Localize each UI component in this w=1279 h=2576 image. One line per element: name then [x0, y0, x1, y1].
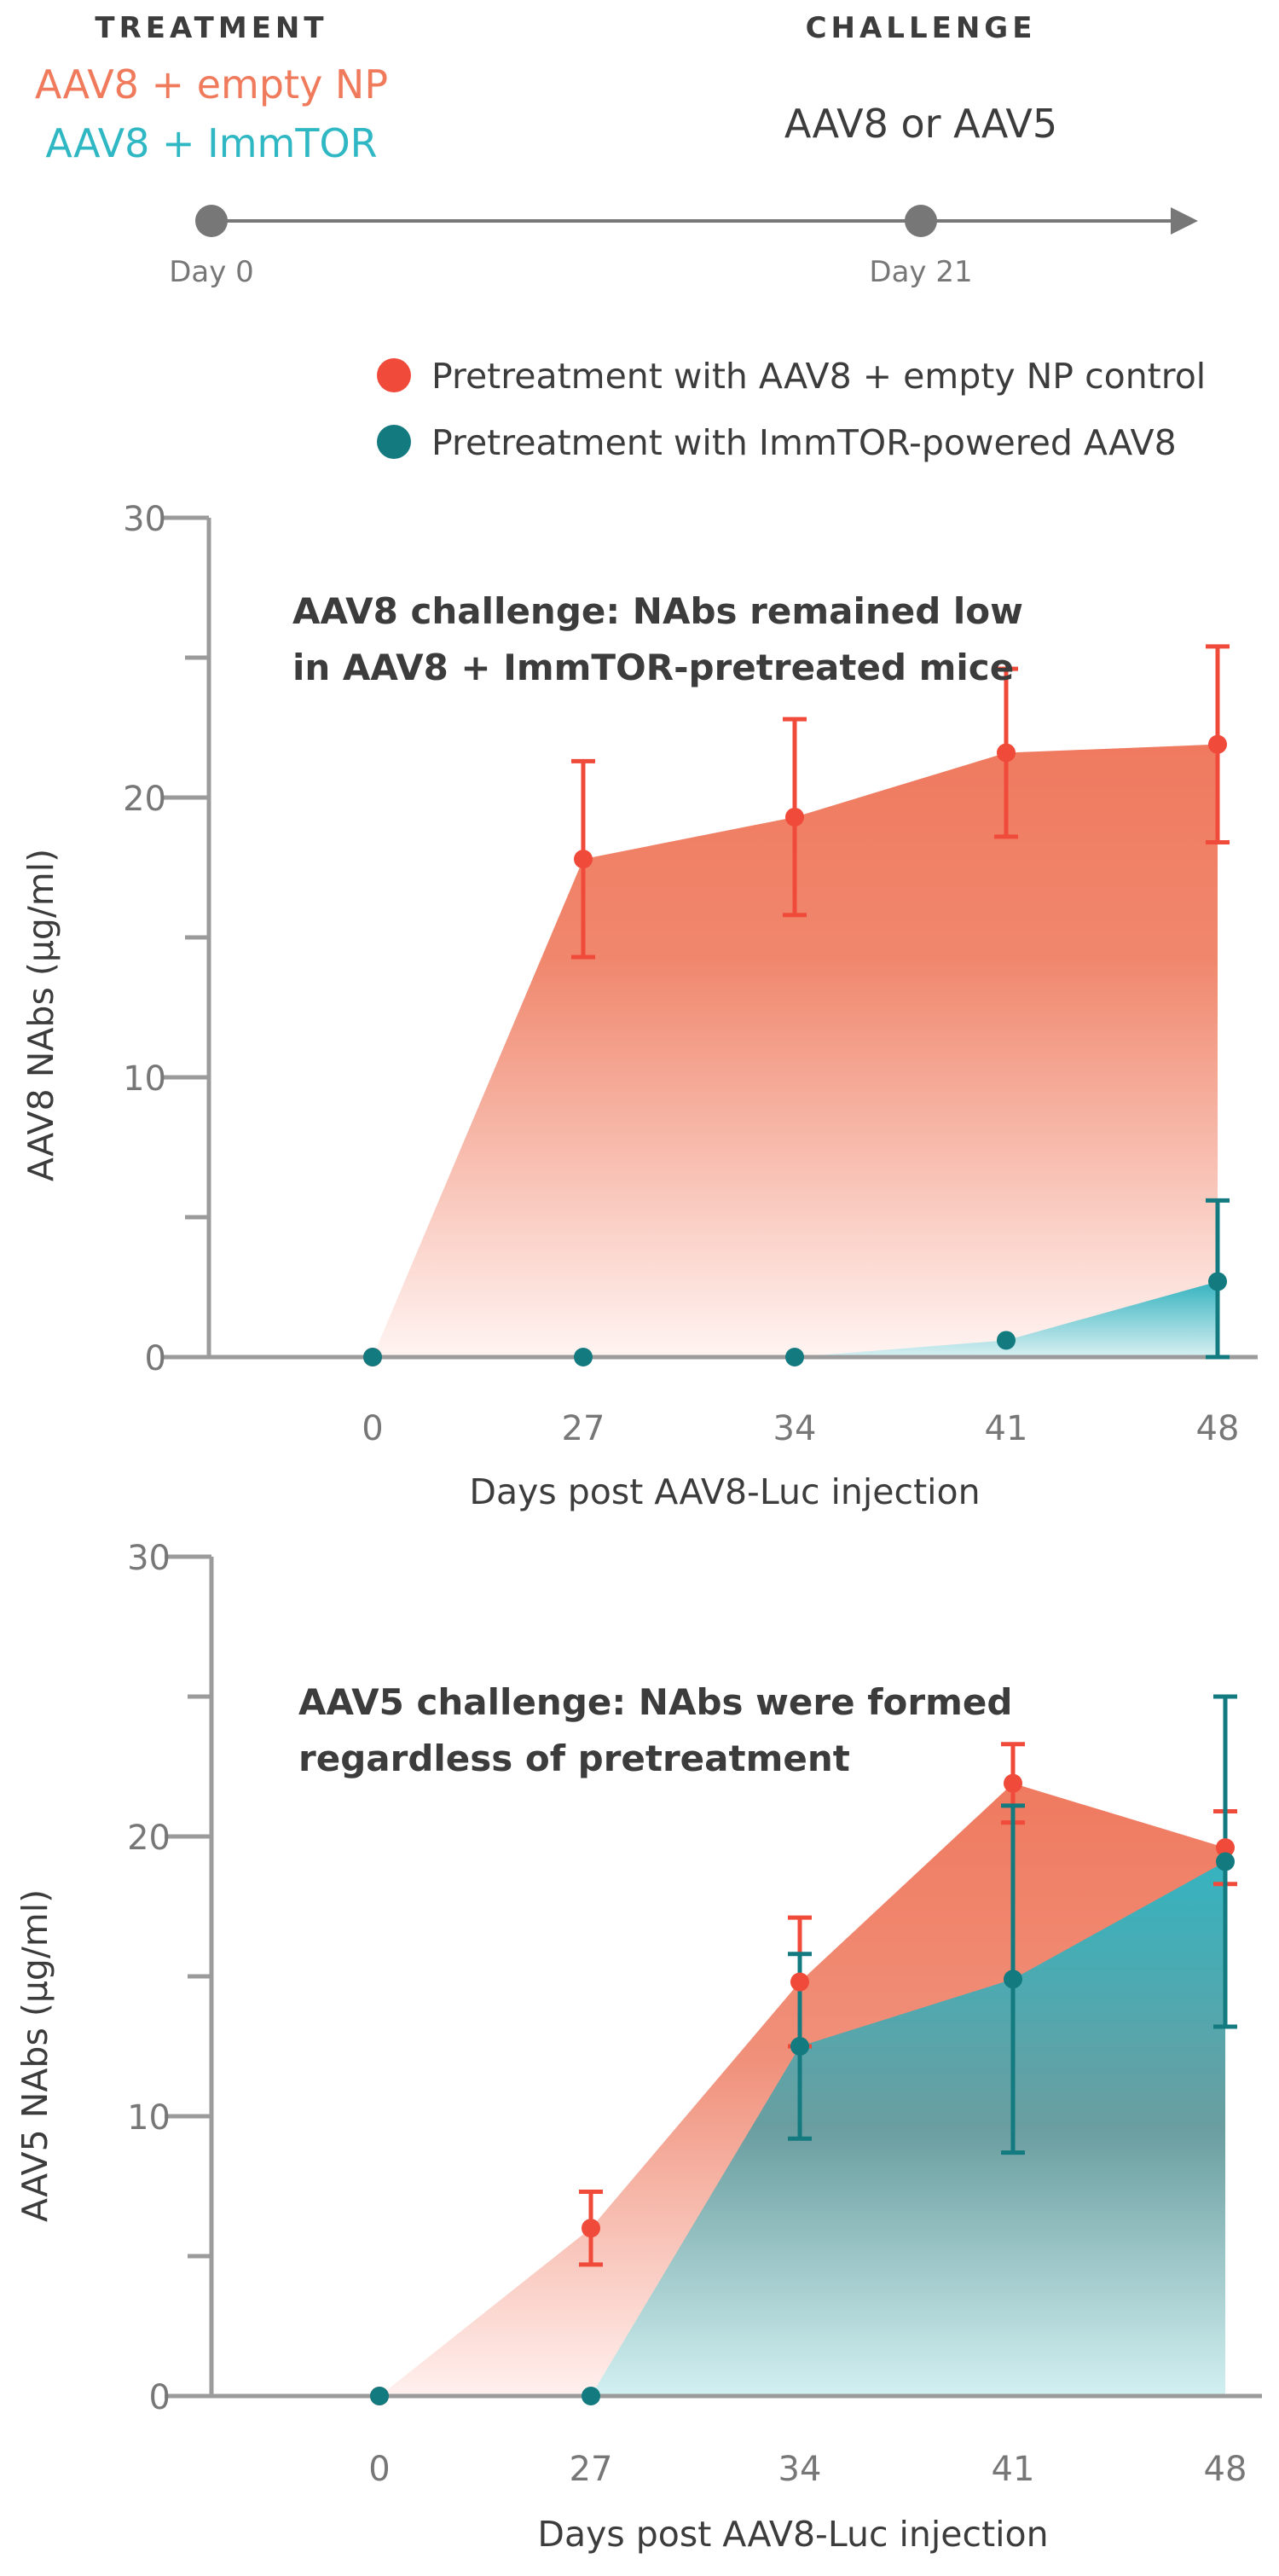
- challenge-heading: CHALLENGE: [806, 11, 1037, 45]
- chart-aav5-title-line-1: AAV5 challenge: NAbs were formed: [298, 1681, 1012, 1723]
- x-tick-label: 0: [368, 2450, 390, 2489]
- y-tick-label: 30: [127, 1539, 171, 1578]
- x-tick-label: 0: [362, 1409, 383, 1448]
- data-point-teal: [785, 1348, 804, 1366]
- y-tick-label: 20: [123, 780, 166, 819]
- treatment-line-2: AAV8 + ImmTOR: [45, 120, 377, 166]
- x-axis-label-aav8: Days post AAV8-Luc injection: [469, 1471, 980, 1512]
- y-tick-label: 20: [127, 1819, 171, 1858]
- data-point-teal: [363, 1348, 382, 1366]
- data-point-red: [790, 1972, 809, 1992]
- data-point-red: [1208, 734, 1227, 754]
- data-point-teal: [790, 2037, 809, 2056]
- chart-aav8: 0 10 20 30 0 27 34 41 48 AAV8 challenge: NAbs r…: [20, 500, 1258, 1512]
- timeline-arrowhead: [1171, 207, 1198, 235]
- y-tick-label: 0: [149, 2378, 171, 2417]
- data-point-teal: [1004, 1970, 1022, 1989]
- data-point-red: [1216, 1838, 1235, 1858]
- day0-label: Day 0: [169, 255, 254, 289]
- x-axis-label-aav5: Days post AAV8-Luc injection: [537, 2514, 1048, 2555]
- treatment-heading: TREATMENT: [95, 11, 327, 45]
- chart-aav5-areas: [379, 1783, 1225, 2396]
- data-point-red: [1004, 1773, 1022, 1793]
- data-point-teal: [582, 2387, 600, 2405]
- y-ticks-aav8: 0 10 20 30: [123, 500, 209, 1378]
- timeline: TREATMENT AAV8 + empty NP AAV8 + ImmTOR …: [35, 11, 1198, 289]
- data-point-teal: [1216, 1852, 1235, 1871]
- x-tick-label: 27: [570, 2450, 613, 2489]
- timeline-dot-day21: [905, 205, 937, 237]
- x-ticks-aav8: 0 27 34 41 48: [362, 1409, 1239, 1448]
- data-point-red: [574, 850, 593, 869]
- x-tick-label: 48: [1196, 1409, 1240, 1448]
- area-teal-aav8: [373, 1281, 1218, 1357]
- y-axis-label-aav8: AAV8 NAbs (µg/ml): [20, 849, 61, 1181]
- chart-aav5-axes: 0 10 20 30 0 27 34 41 48: [127, 1539, 1262, 2489]
- x-tick-label: 27: [562, 1409, 605, 1448]
- data-point-teal: [574, 1348, 593, 1366]
- data-point-red: [997, 743, 1016, 763]
- chart-aav8-marks: [363, 644, 1230, 1366]
- y-tick-label: 30: [123, 500, 166, 539]
- x-tick-label: 34: [773, 1409, 817, 1448]
- chart-aav8-title-line-1: AAV8 challenge: NAbs remained low: [292, 590, 1023, 632]
- data-point-teal: [997, 1331, 1016, 1350]
- legend-label-red: Pretreatment with AAV8 + empty NP contro…: [431, 356, 1206, 397]
- chart-aav8-title-line-2: in AAV8 + ImmTOR-pretreated mice: [292, 647, 1014, 688]
- data-point-teal: [370, 2387, 389, 2405]
- challenge-text: AAV8 or AAV5: [784, 101, 1057, 147]
- chart-aav5-marks: [370, 1694, 1237, 2405]
- day21-label: Day 21: [869, 255, 972, 289]
- legend-marker-teal: [377, 425, 411, 459]
- data-point-red: [582, 2219, 600, 2238]
- x-tick-label: 41: [985, 1409, 1028, 1448]
- x-ticks-aav5: 0 27 34 41 48: [368, 2450, 1247, 2489]
- data-point-teal: [1208, 1272, 1227, 1291]
- treatment-line-1: AAV8 + empty NP: [35, 61, 388, 107]
- x-tick-label: 41: [992, 2450, 1035, 2489]
- y-tick-label: 0: [145, 1339, 166, 1378]
- data-point-red: [785, 807, 804, 827]
- chart-aav5: 0 10 20 30 0 27 34 41 48 AAV5 challenge: NAbs w…: [14, 1539, 1262, 2555]
- chart-aav8-axes: 0 10 20 30 0 27 34 41 48: [123, 500, 1258, 1448]
- y-axis-label-aav5: AAV5 NAbs (µg/ml): [14, 1889, 55, 2222]
- chart-aav5-title-line-2: regardless of pretreatment: [298, 1738, 850, 1779]
- y-tick-label: 10: [127, 2098, 171, 2138]
- x-tick-label: 48: [1204, 2450, 1247, 2489]
- x-tick-label: 34: [778, 2450, 822, 2489]
- y-tick-label: 10: [123, 1059, 166, 1099]
- legend-label-teal: Pretreatment with ImmTOR-powered AAV8: [431, 422, 1177, 463]
- legend-marker-red: [377, 358, 411, 392]
- timeline-dot-day0: [195, 205, 228, 237]
- y-ticks-aav5: 0 10 20 30: [127, 1539, 211, 2417]
- legend: Pretreatment with AAV8 + empty NP contro…: [377, 356, 1206, 463]
